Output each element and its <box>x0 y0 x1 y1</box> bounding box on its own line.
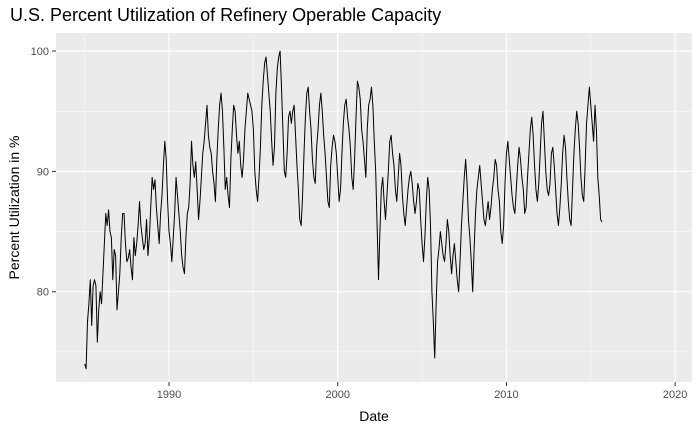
chart-title: U.S. Percent Utilization of Refinery Ope… <box>10 5 442 25</box>
y-axis: 80 90 100 <box>31 46 56 299</box>
data-line <box>84 50 603 370</box>
y-axis-title: Percent Utilization in % <box>6 136 22 280</box>
y-tick-label: 80 <box>37 287 49 299</box>
x-tick-label: 2020 <box>663 389 687 401</box>
x-axis-title: Date <box>359 408 389 424</box>
x-tick-label: 2010 <box>494 389 518 401</box>
plot-panel <box>56 33 692 382</box>
grid-minor <box>56 33 692 382</box>
x-axis: 1990 2000 2010 2020 <box>157 382 687 401</box>
grid-major <box>56 33 692 382</box>
y-tick-label: 100 <box>31 46 49 58</box>
x-tick-label: 2000 <box>325 389 349 401</box>
x-tick-label: 1990 <box>157 389 181 401</box>
y-tick-label: 90 <box>37 166 49 178</box>
